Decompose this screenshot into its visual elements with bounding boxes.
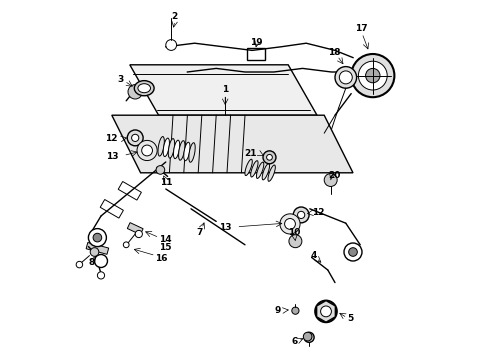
Text: 12: 12 bbox=[105, 134, 118, 143]
Ellipse shape bbox=[245, 159, 252, 176]
Circle shape bbox=[303, 332, 312, 341]
Ellipse shape bbox=[184, 142, 190, 161]
Circle shape bbox=[90, 248, 99, 256]
Text: 19: 19 bbox=[250, 38, 263, 47]
Text: 17: 17 bbox=[355, 24, 367, 33]
Circle shape bbox=[98, 272, 104, 279]
Ellipse shape bbox=[168, 139, 174, 158]
Circle shape bbox=[358, 61, 387, 90]
Bar bbox=[118, 181, 142, 200]
Circle shape bbox=[88, 229, 106, 247]
Ellipse shape bbox=[268, 165, 275, 181]
Bar bbox=[247, 48, 265, 60]
Circle shape bbox=[304, 332, 314, 342]
Circle shape bbox=[351, 54, 394, 97]
Circle shape bbox=[315, 301, 337, 322]
Bar bbox=[100, 199, 123, 218]
Circle shape bbox=[297, 211, 305, 219]
Circle shape bbox=[135, 230, 143, 238]
Text: 15: 15 bbox=[159, 243, 172, 252]
Polygon shape bbox=[130, 65, 317, 115]
Circle shape bbox=[366, 68, 380, 83]
Ellipse shape bbox=[163, 138, 170, 157]
Circle shape bbox=[292, 307, 299, 314]
Text: 10: 10 bbox=[289, 229, 301, 238]
Circle shape bbox=[123, 242, 129, 248]
Text: 18: 18 bbox=[328, 48, 341, 57]
Circle shape bbox=[156, 166, 165, 174]
Text: 14: 14 bbox=[159, 235, 172, 244]
Circle shape bbox=[132, 134, 139, 141]
Circle shape bbox=[142, 145, 152, 156]
Circle shape bbox=[307, 335, 312, 340]
Circle shape bbox=[344, 243, 362, 261]
Ellipse shape bbox=[262, 163, 270, 180]
Ellipse shape bbox=[256, 162, 264, 179]
Circle shape bbox=[324, 174, 337, 186]
Bar bbox=[127, 222, 143, 235]
Circle shape bbox=[293, 207, 309, 223]
Circle shape bbox=[285, 219, 295, 229]
Circle shape bbox=[320, 306, 331, 317]
Circle shape bbox=[76, 261, 83, 268]
Polygon shape bbox=[112, 115, 353, 173]
Text: 16: 16 bbox=[155, 253, 168, 263]
Circle shape bbox=[137, 140, 157, 161]
Text: 20: 20 bbox=[328, 171, 340, 180]
Circle shape bbox=[289, 235, 302, 248]
Text: 12: 12 bbox=[312, 208, 324, 217]
Ellipse shape bbox=[178, 141, 185, 160]
Circle shape bbox=[93, 233, 102, 242]
Circle shape bbox=[128, 85, 143, 99]
Circle shape bbox=[267, 154, 272, 160]
Text: 21: 21 bbox=[245, 149, 257, 158]
Text: 5: 5 bbox=[347, 314, 354, 323]
Text: 2: 2 bbox=[172, 12, 178, 21]
Circle shape bbox=[280, 214, 300, 234]
Ellipse shape bbox=[189, 143, 195, 162]
Text: 4: 4 bbox=[310, 251, 317, 260]
Text: 3: 3 bbox=[118, 75, 124, 84]
Circle shape bbox=[95, 255, 107, 267]
Circle shape bbox=[319, 305, 333, 318]
Text: 13: 13 bbox=[106, 152, 118, 161]
Ellipse shape bbox=[173, 140, 180, 159]
Text: 11: 11 bbox=[160, 179, 173, 188]
Text: 9: 9 bbox=[274, 306, 281, 315]
Ellipse shape bbox=[158, 136, 164, 156]
Circle shape bbox=[127, 130, 143, 146]
Polygon shape bbox=[317, 301, 335, 322]
Text: 7: 7 bbox=[197, 228, 203, 237]
Text: 13: 13 bbox=[219, 223, 232, 232]
Text: 8: 8 bbox=[89, 258, 95, 267]
Text: 6: 6 bbox=[291, 337, 297, 346]
Circle shape bbox=[335, 67, 357, 88]
Circle shape bbox=[349, 248, 357, 256]
Bar bbox=[86, 243, 109, 254]
Text: 1: 1 bbox=[222, 85, 228, 94]
Ellipse shape bbox=[251, 161, 258, 177]
Circle shape bbox=[339, 71, 352, 84]
Circle shape bbox=[166, 40, 176, 50]
Ellipse shape bbox=[138, 84, 150, 93]
Ellipse shape bbox=[134, 81, 154, 96]
Circle shape bbox=[263, 151, 276, 164]
